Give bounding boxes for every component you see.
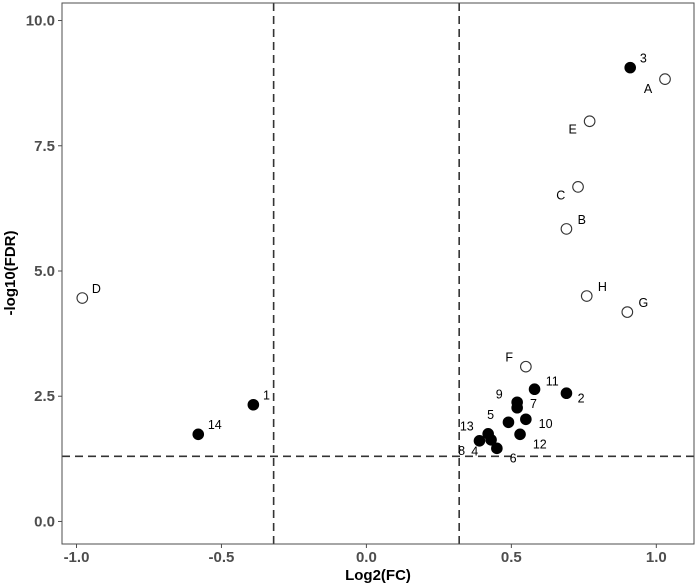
point-label-6: 6 [510, 451, 517, 465]
point-label-A: A [644, 82, 653, 96]
threshold-lines [62, 3, 694, 544]
point-label-B: B [578, 213, 586, 227]
point-label-11: 11 [546, 375, 559, 389]
filled-point-13 [482, 427, 494, 440]
x-axis-title: Log2(FC) [345, 567, 411, 584]
filled-point-8 [473, 435, 486, 447]
point-label-2: 2 [578, 392, 585, 406]
point-label-13: 13 [460, 419, 474, 433]
point-label-10: 10 [539, 417, 553, 431]
plot-frame [61, 2, 695, 545]
filled-point-12 [514, 428, 526, 441]
plot-background [62, 3, 694, 544]
x-tick-label: 0.5 [501, 549, 522, 566]
filled-point-2 [560, 387, 573, 400]
filled-point-6 [491, 442, 503, 455]
open-point-C [572, 180, 584, 193]
open-point-H [580, 290, 593, 302]
y-tick-label: 7.5 [34, 138, 55, 155]
point-label-14: 14 [208, 418, 222, 432]
point-label-G: G [639, 296, 649, 310]
point-label-3: 3 [640, 52, 647, 66]
data-points [76, 61, 671, 455]
open-point-B [560, 223, 573, 235]
filled-point-11 [528, 383, 541, 396]
point-label-8: 8 [458, 444, 465, 458]
point-label-7: 7 [530, 397, 537, 411]
filled-point-14 [192, 428, 205, 441]
y-tick-label: 5.0 [34, 263, 55, 280]
x-axis: -1.0 -0.5 0.0 0.5 1.0 [64, 544, 667, 566]
y-axis: 0.0 2.5 5.0 7.5 10.0 [26, 13, 62, 530]
x-tick-label: -1.0 [64, 549, 90, 566]
filled-point-10 [520, 413, 532, 426]
point-label-5: 5 [487, 408, 494, 422]
x-tick-label: -0.5 [209, 549, 235, 566]
filled-point-9 [511, 396, 523, 409]
filled-point-1 [247, 398, 260, 411]
point-label-C: C [556, 188, 565, 202]
point-label-F: F [505, 351, 513, 365]
y-tick-label: 0.0 [34, 513, 55, 530]
filled-point-3 [624, 61, 637, 74]
open-point-G [621, 306, 634, 318]
open-point-E [583, 115, 596, 128]
y-tick-label: 10.0 [26, 13, 55, 30]
x-tick-label: 0.0 [356, 549, 377, 566]
point-label-H: H [598, 280, 607, 294]
point-label-4: 4 [471, 445, 478, 459]
point-label-12: 12 [533, 437, 547, 451]
point-label-D: D [92, 282, 101, 296]
y-axis-title: -log10(FDR) [2, 231, 19, 316]
point-label-9: 9 [496, 388, 503, 402]
x-tick-label: 1.0 [646, 549, 667, 566]
filled-point-5 [502, 416, 515, 429]
point-label-E: E [568, 123, 576, 137]
y-tick-label: 2.5 [34, 388, 55, 405]
open-point-D [76, 292, 89, 304]
open-point-F [520, 360, 532, 373]
point-label-1: 1 [263, 389, 270, 403]
open-point-A [659, 73, 671, 85]
